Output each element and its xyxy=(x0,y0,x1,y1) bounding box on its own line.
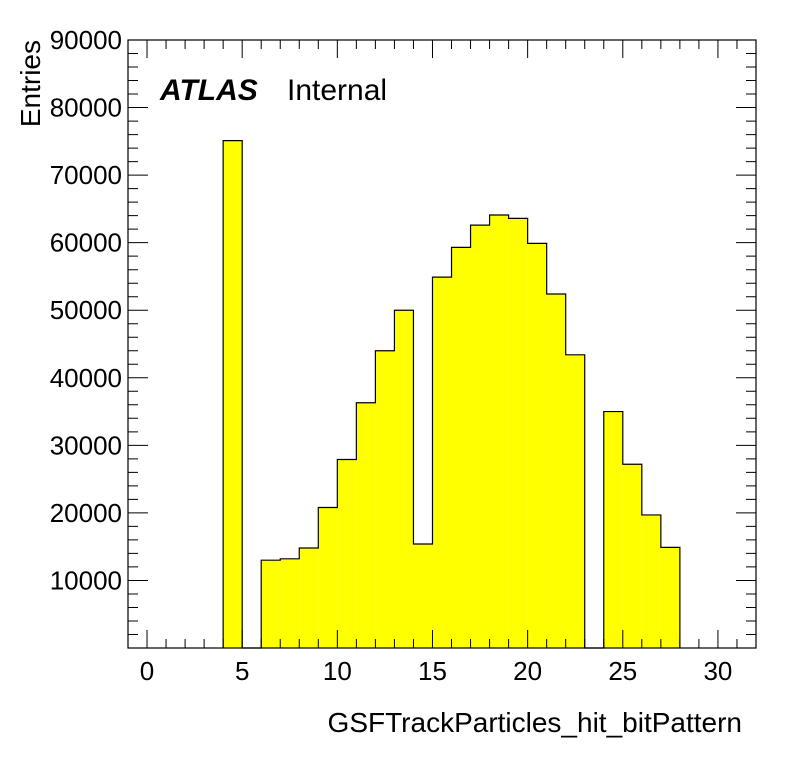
histogram-bin-6 xyxy=(337,459,357,648)
histogram-bin-12 xyxy=(451,247,471,648)
x-axis-title: GSFTrackParticles_hit_bitPattern xyxy=(328,707,742,738)
histogram-bin-11 xyxy=(432,277,452,648)
x-tick-label: 15 xyxy=(418,656,447,686)
histogram-bin-22 xyxy=(641,514,661,648)
histogram-bin-13 xyxy=(470,225,490,648)
x-tick-labels: 0 5 10 15 20 25 30 xyxy=(140,656,733,686)
y-axis-title: Entries xyxy=(15,40,46,127)
y-tick-label: 80000 xyxy=(50,93,122,123)
internal-label: Internal xyxy=(287,74,387,107)
histogram-bin-5 xyxy=(318,507,338,648)
histogram-bin-17 xyxy=(546,294,566,648)
y-tick-label: 40000 xyxy=(50,363,122,393)
histogram-bin-4 xyxy=(299,548,319,648)
histogram-bin-23 xyxy=(660,547,680,648)
histogram-bin-20 xyxy=(603,411,623,648)
histogram-bin-18 xyxy=(565,354,585,648)
histogram-bin-9 xyxy=(394,310,414,648)
y-tick-label: 30000 xyxy=(50,430,122,460)
histogram-bin-8 xyxy=(375,350,395,648)
x-tick-label: 0 xyxy=(140,656,154,686)
histogram-bin-15 xyxy=(508,218,528,648)
x-tick-label: 25 xyxy=(608,656,637,686)
histogram-bin-2 xyxy=(261,560,281,648)
plot-frame xyxy=(127,39,757,649)
histogram-bin-14 xyxy=(489,214,509,649)
histogram-bin-7 xyxy=(356,402,376,648)
atlas-label: ATLAS xyxy=(159,74,258,107)
histogram-bin-21 xyxy=(622,464,642,648)
x-tick-label: 10 xyxy=(323,656,352,686)
y-tick-label: 60000 xyxy=(50,228,122,258)
y-tick-label: 10000 xyxy=(50,565,122,595)
histogram-bars xyxy=(222,140,681,649)
x-tick-label: 30 xyxy=(703,656,732,686)
histogram-bin-10 xyxy=(413,543,433,648)
tick-marks xyxy=(127,39,757,649)
histogram-bin-16 xyxy=(527,243,547,648)
histogram-bin-0 xyxy=(223,140,243,648)
axis-ticks xyxy=(127,39,757,649)
histogram-bin-3 xyxy=(280,558,300,648)
y-tick-label: 50000 xyxy=(50,295,122,325)
y-tick-label: 90000 xyxy=(50,25,122,55)
y-tick-label: 70000 xyxy=(50,160,122,190)
histogram-outline xyxy=(222,140,681,649)
x-tick-label: 20 xyxy=(513,656,542,686)
y-tick-label: 20000 xyxy=(50,498,122,528)
y-tick-labels: 10000 20000 30000 40000 50000 60000 70000 80000… xyxy=(50,25,122,595)
x-tick-label: 5 xyxy=(235,656,249,686)
